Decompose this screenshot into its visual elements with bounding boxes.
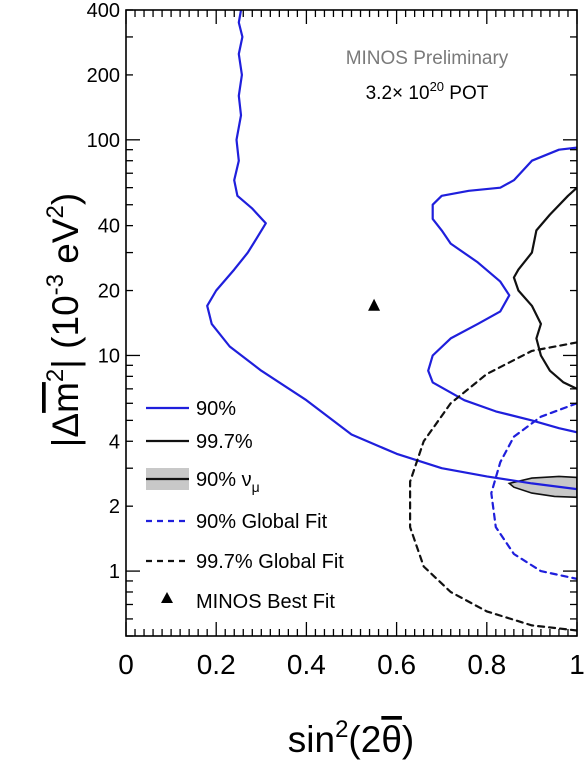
contour-90-segment-1 bbox=[206, 10, 577, 491]
x-tick-label: 0.6 bbox=[377, 649, 416, 680]
legend-label-global90: 90% Global Fit bbox=[196, 511, 328, 533]
y-tick-label: 1 bbox=[109, 561, 120, 583]
plot-area bbox=[206, 10, 577, 632]
x-tick-label: 0 bbox=[118, 649, 134, 680]
x-tick-label: 0.2 bbox=[197, 649, 236, 680]
x-tick-labels: 0 0.2 0.4 0.6 0.8 1 bbox=[118, 649, 585, 680]
y-tick-label: 400 bbox=[87, 0, 120, 22]
y-tick-labels: 1 2 4 10 20 40 100 200 400 bbox=[87, 0, 120, 583]
contour-90-global-fit-segment-1 bbox=[490, 402, 577, 580]
y-axis-label: |Δm2| (10-3 eV2) bbox=[42, 193, 86, 447]
legend-label-global997: 99.7% Global Fit bbox=[196, 551, 344, 573]
legend-swatch-bestfit bbox=[161, 592, 173, 603]
legend-label-997: 99.7% bbox=[196, 431, 253, 453]
y-tick-label: 100 bbox=[87, 130, 120, 152]
legend-label-90: 90% bbox=[196, 398, 236, 420]
contour-99-7-global-fit-segment-1 bbox=[409, 341, 577, 632]
y-tick-label: 20 bbox=[98, 281, 120, 303]
y-tick-label: 2 bbox=[109, 496, 120, 518]
contour-99-7-segment-1 bbox=[512, 186, 577, 390]
y-tick-label: 10 bbox=[98, 345, 120, 367]
legend-label-numu: 90% νμ bbox=[196, 469, 260, 495]
y-tick-label: 40 bbox=[98, 216, 120, 238]
legend-label-bestfit: MINOS Best Fit bbox=[196, 591, 335, 613]
contour-90-segment-2 bbox=[427, 146, 577, 434]
axis-ticks bbox=[125, 9, 578, 637]
y-tick-label: 4 bbox=[109, 431, 120, 453]
x-tick-label: 1 bbox=[569, 649, 585, 680]
y-tick-label: 200 bbox=[87, 65, 120, 87]
annotation-line1: MINOS Preliminary bbox=[346, 48, 509, 69]
x-tick-label: 0.4 bbox=[287, 649, 326, 680]
annotation-line2: 3.2× 1020 POT bbox=[366, 79, 489, 104]
plot-frame bbox=[125, 9, 578, 637]
legend: 90% 99.7% 90% νμ 90% Global Fit 99.7% Gl… bbox=[146, 398, 344, 613]
x-tick-label: 0.8 bbox=[467, 649, 506, 680]
theta-bar: θ bbox=[381, 719, 402, 760]
x-axis-label: sin2(2θ) bbox=[288, 716, 414, 760]
marker-layer bbox=[368, 298, 381, 311]
marker-minos-best-fit bbox=[368, 298, 381, 311]
